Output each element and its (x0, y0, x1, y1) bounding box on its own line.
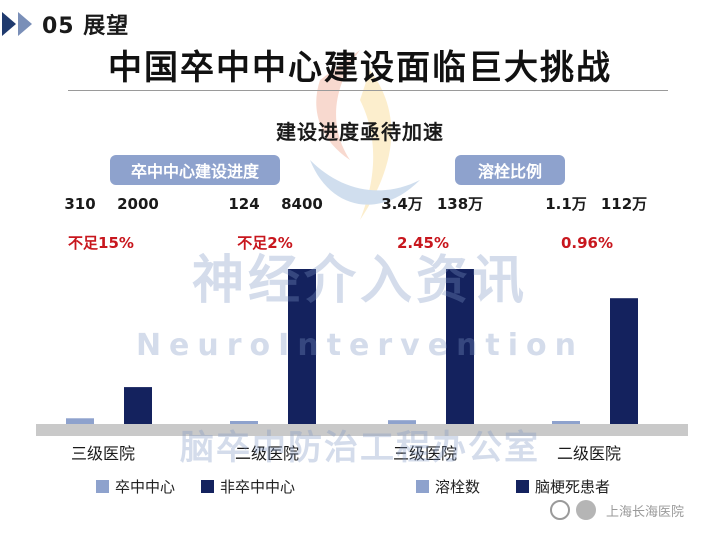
bar-dark (610, 298, 638, 424)
bar-value-label: 124 (228, 195, 259, 213)
hospital-logo-icon (575, 500, 596, 520)
legend-item: 非卒中中心 (220, 478, 296, 496)
bar-dark (124, 387, 152, 424)
legend-item: 溶栓数 (435, 478, 481, 496)
bar-dark (446, 269, 474, 424)
legend-item: 脑梗死患者 (535, 478, 611, 496)
percentage-annotation: 2.45% (397, 234, 449, 252)
footer-source-text: 上海长海医院 (605, 504, 684, 520)
legend-swatch-dark (516, 480, 530, 493)
group-label-thrombolysis: 溶栓比例 (455, 155, 565, 185)
x-axis-band (36, 424, 688, 436)
section-label: 05 展望 (42, 14, 130, 39)
bar-value-label: 138万 (437, 195, 483, 213)
category-label: 二级医院 (235, 444, 299, 463)
group-label-progress: 卒中中心建设进度 (110, 155, 280, 185)
percentage-annotation: 0.96% (561, 234, 613, 252)
footer-source: 上海长海医院 (549, 500, 684, 520)
title-divider (68, 90, 668, 91)
legend-right: 溶栓数 脑梗死患者 (416, 476, 610, 497)
section-tag: 05 展望 (0, 6, 129, 42)
chevron-icon (2, 12, 34, 36)
bar-value-label: 310 (64, 195, 95, 213)
bar-light (388, 420, 416, 424)
legend-left: 卒中中心 非卒中中心 (96, 476, 295, 497)
category-label: 二级医院 (557, 444, 621, 463)
legend-swatch-dark (201, 480, 215, 493)
bar-value-label: 2000 (117, 195, 159, 213)
bar-value-label: 8400 (281, 195, 323, 213)
page-title: 中国卒中中心建设面临巨大挑战 (108, 48, 612, 88)
bar-light (552, 421, 580, 424)
bar-dark (288, 269, 316, 424)
hospital-seal-icon (549, 500, 570, 520)
page-subtitle: 建设进度亟待加速 (276, 120, 444, 144)
bar-light (66, 418, 94, 424)
bar-light (230, 421, 258, 424)
bar-value-label: 112万 (601, 195, 647, 213)
percentage-annotation: 不足15% (68, 234, 134, 252)
percentage-annotation: 不足2% (237, 234, 292, 252)
legend-swatch-light (96, 480, 109, 493)
legend-item: 卒中中心 (115, 478, 176, 496)
category-label: 三级医院 (71, 444, 135, 463)
bar-value-label: 1.1万 (545, 195, 587, 213)
legend-swatch-light (416, 480, 429, 493)
bar-value-label: 3.4万 (381, 195, 423, 213)
category-label: 三级医院 (393, 444, 457, 463)
